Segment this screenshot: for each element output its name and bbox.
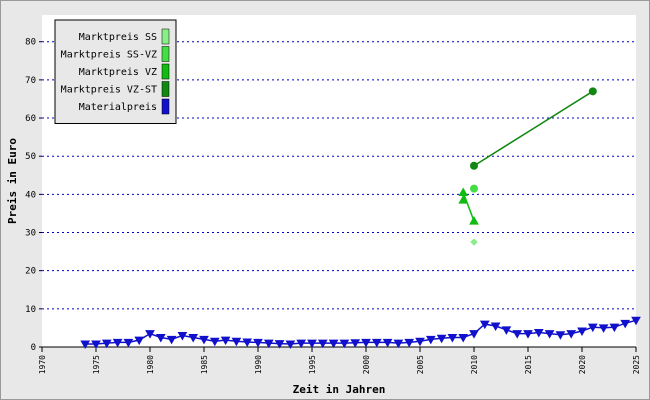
point (285, 340, 296, 349)
point (544, 330, 555, 339)
point (588, 87, 597, 96)
point (587, 323, 598, 333)
legend-swatch (161, 81, 170, 97)
y-tick-label: 30 (25, 229, 36, 239)
point (415, 337, 425, 347)
point (458, 333, 469, 343)
y-tick-label: 20 (25, 267, 36, 277)
point (523, 330, 533, 339)
point (80, 340, 91, 349)
point (339, 339, 350, 349)
y-axis-title: Preis in Euro (6, 138, 19, 224)
legend-swatch (161, 46, 170, 62)
point (263, 339, 274, 349)
point (371, 338, 382, 348)
point (404, 338, 415, 348)
y-tick-label: 50 (25, 152, 36, 162)
y-tick-label: 70 (25, 76, 36, 86)
legend-label: Marktpreis SS-VZ (61, 50, 157, 61)
x-axis-title: Zeit in Jahren (293, 383, 386, 396)
x-tick-label: 1995 (308, 355, 317, 374)
legend-swatch (161, 63, 170, 80)
legend-swatch (161, 98, 170, 115)
x-tick-label: 2020 (578, 355, 587, 374)
point (242, 338, 253, 348)
x-tick-label: 2010 (470, 355, 479, 374)
point (631, 316, 641, 326)
point (393, 339, 404, 349)
point (566, 330, 577, 339)
point (188, 333, 199, 343)
x-tick-label: 2025 (632, 355, 641, 374)
x-tick-label: 2005 (416, 355, 425, 374)
point (123, 338, 134, 348)
point (166, 335, 177, 345)
legend-swatch (161, 28, 170, 45)
point (469, 330, 479, 339)
point (458, 187, 469, 196)
point (577, 327, 587, 336)
legend-box (54, 19, 177, 124)
legend-label: Marktpreis SS (79, 32, 157, 43)
series-line (473, 90, 594, 167)
point (296, 339, 307, 349)
point (155, 333, 166, 343)
point (425, 335, 436, 345)
point (436, 334, 447, 344)
point (470, 184, 478, 193)
point (533, 328, 544, 338)
point (317, 339, 328, 349)
point (361, 338, 371, 348)
point (382, 338, 393, 348)
series-line (85, 319, 637, 345)
x-tick-label: 2000 (362, 355, 371, 374)
point (209, 337, 220, 347)
x-tick-label: 1990 (254, 355, 263, 374)
point (555, 331, 566, 340)
y-tick-label: 60 (25, 114, 36, 124)
point (199, 335, 209, 345)
point (145, 330, 155, 339)
x-tick-label: 2015 (524, 355, 533, 374)
legend-label: Marktpreis VZ-ST (61, 85, 157, 96)
point (470, 161, 478, 170)
y-tick-label: 0 (31, 343, 36, 353)
point (253, 338, 263, 348)
point (350, 339, 361, 348)
y-tick-label: 10 (25, 305, 36, 315)
point (231, 337, 242, 347)
point (447, 333, 458, 343)
point (328, 339, 339, 349)
legend-label: Marktpreis VZ (79, 67, 157, 78)
point (307, 339, 317, 349)
x-tick-label: 1985 (200, 355, 209, 374)
y-tick-label: 40 (25, 190, 36, 200)
point (469, 216, 479, 225)
point (112, 338, 123, 348)
point (598, 324, 609, 333)
legend-label: Materialpreis (79, 102, 157, 113)
point (101, 339, 112, 349)
x-tick-label: 1970 (38, 355, 47, 374)
point (458, 195, 469, 204)
point (177, 332, 188, 341)
point (490, 322, 501, 332)
point (620, 319, 631, 329)
y-tick-label: 80 (25, 38, 36, 48)
point (274, 340, 285, 349)
point (479, 320, 490, 330)
point (512, 330, 523, 339)
point (470, 238, 478, 246)
x-tick-label: 1980 (146, 355, 155, 374)
x-tick-label: 1975 (92, 355, 101, 374)
point (501, 326, 512, 335)
point (134, 336, 145, 346)
point (91, 340, 101, 349)
point (609, 323, 620, 333)
point (220, 336, 231, 346)
